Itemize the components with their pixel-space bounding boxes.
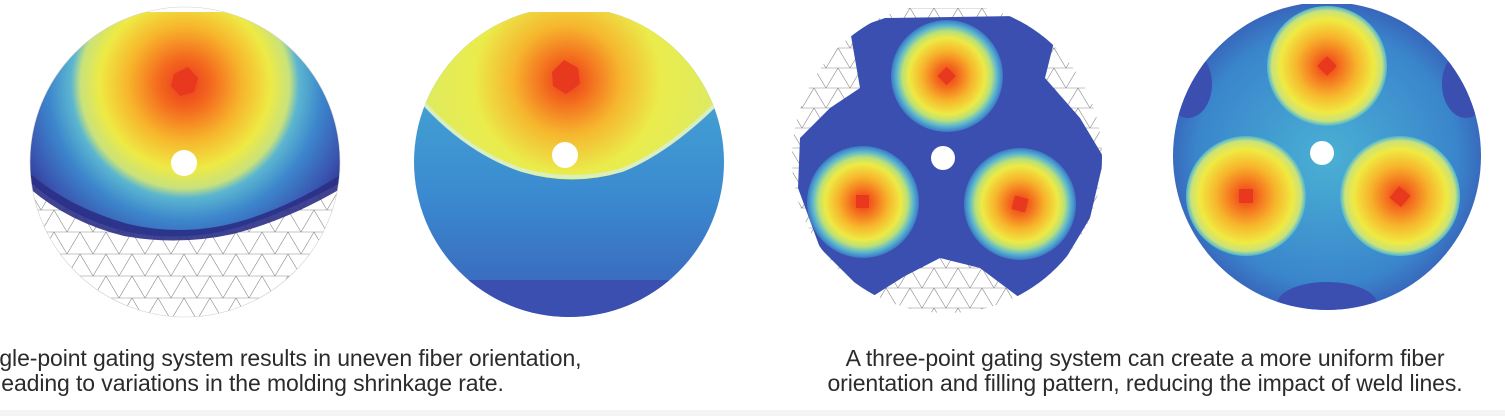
- three-point-partial-fill-simulation: [790, 8, 1104, 314]
- single-point-caption-line1: A single-point gating system results in …: [0, 345, 582, 371]
- single-point-partial-fill-simulation: [28, 6, 342, 318]
- three-point-caption: A three-point gating system can create a…: [805, 346, 1485, 396]
- center-hole-icon: [552, 142, 578, 168]
- center-hole-icon: [171, 150, 197, 176]
- three-point-caption-line2: orientation and filling pattern, reducin…: [827, 370, 1463, 396]
- gate-marker: [1239, 189, 1253, 203]
- center-hole-icon: [931, 146, 955, 170]
- gate-marker: [1389, 186, 1411, 208]
- gate-marker: [552, 60, 580, 94]
- single-point-caption-line2: leading to variations in the molding shr…: [0, 370, 504, 396]
- single-point-caption: A single-point gating system results in …: [0, 345, 582, 396]
- gate-marker: [856, 195, 869, 208]
- gate-marker: [1317, 56, 1337, 76]
- gate-marker: [171, 67, 198, 96]
- single-point-full-fill-simulation: [412, 12, 726, 318]
- bottom-divider: [0, 410, 1505, 416]
- three-point-caption-line1: A three-point gating system can create a…: [845, 345, 1445, 371]
- three-point-full-fill-simulation: [1170, 4, 1484, 310]
- center-hole-icon: [1310, 141, 1334, 165]
- gate-marker: [1011, 195, 1029, 213]
